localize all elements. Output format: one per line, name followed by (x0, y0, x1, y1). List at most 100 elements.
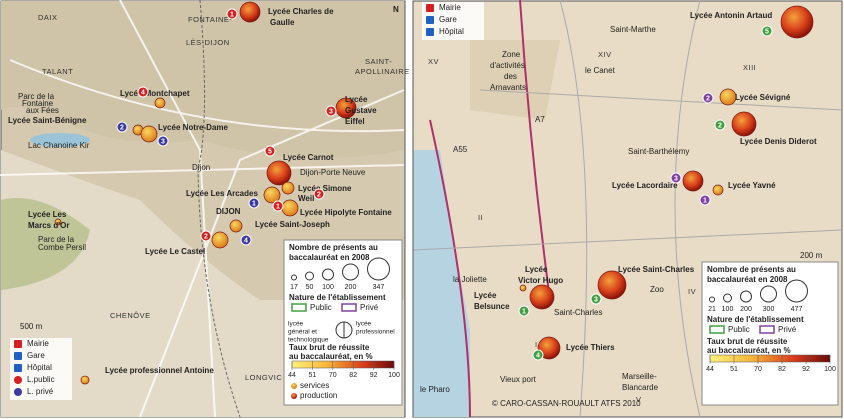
label: 50 (306, 284, 314, 291)
label: Fontaine (22, 99, 54, 108)
label: 2 (317, 191, 321, 198)
label: Lycée Charles de (268, 7, 334, 16)
label: baccalauréat en 2008 (707, 275, 788, 284)
symbol (14, 376, 22, 384)
motorway-a55 (429, 119, 471, 418)
label: APOLLINAIRE (355, 67, 410, 76)
label: © CARO-CASSAN-ROUAULT ATFS 2010 (492, 399, 641, 408)
lycee-symbol (140, 125, 158, 143)
label: Lycée Saint-Joseph (255, 220, 330, 229)
label: XIII (743, 63, 756, 72)
label: Lycée Antonin Artaud (690, 11, 772, 20)
label: Gare (27, 351, 45, 360)
lycee-symbol (263, 186, 281, 204)
label: 4 (536, 352, 540, 359)
label: Public (310, 303, 332, 312)
label: XIV (598, 50, 612, 59)
label: I (535, 340, 538, 349)
label: FONTAINE- (188, 15, 232, 24)
label: Parc de la (38, 235, 75, 244)
label: technologique (288, 337, 329, 344)
label: Zoo (650, 285, 664, 294)
label: Saint-Barthélemy (628, 147, 689, 156)
label: 1 (522, 308, 526, 315)
lycee-symbol (597, 270, 627, 300)
label: 82 (349, 372, 357, 379)
badge (264, 145, 276, 157)
label: 5 (765, 28, 769, 35)
label: IV (688, 287, 696, 296)
label: le Pharo (420, 385, 450, 394)
label: 21 (708, 306, 716, 313)
label: Lycée Yavné (728, 181, 776, 190)
label: lycée (288, 321, 304, 328)
label: services (300, 381, 329, 390)
label: Victor Hugo (518, 276, 563, 285)
label: Nature de l'établissement (707, 315, 804, 324)
label: DIJON (216, 207, 241, 216)
label: SAINT- (365, 57, 392, 66)
lycee-symbol (529, 284, 555, 310)
label: Lycée Saint-Charles (618, 265, 695, 274)
size-key (709, 296, 715, 303)
label: Nombre de présents au (289, 243, 378, 252)
badge (240, 234, 252, 246)
public-key (709, 325, 725, 334)
label: 2 (706, 95, 710, 102)
label: la Joliette (453, 275, 487, 284)
label: 5 (268, 148, 272, 155)
label: Taux brut de réussite (289, 343, 370, 352)
symbol (14, 352, 22, 360)
badge (532, 349, 544, 361)
label: L.public (27, 375, 55, 384)
label: 2 (718, 122, 722, 129)
label: 51 (730, 366, 738, 373)
label: Gare (439, 15, 457, 24)
label: Eiffel (345, 117, 365, 126)
badge (702, 92, 714, 104)
label: 1 (276, 203, 280, 210)
badge (699, 194, 711, 206)
label: 1 (703, 197, 707, 204)
label: TALANT (42, 67, 73, 76)
badge (226, 8, 238, 20)
size-key (785, 279, 808, 303)
label: Lycée Carnot (283, 153, 334, 162)
label: 51 (309, 372, 317, 379)
label: Nombre de présents au (707, 265, 796, 274)
label: 44 (706, 366, 714, 373)
rate-bar (709, 354, 831, 363)
label: 3 (674, 175, 678, 182)
label: Privé (360, 303, 379, 312)
badge (670, 172, 682, 184)
left-urban (1, 1, 404, 158)
badge (325, 105, 337, 117)
label: professionnel (356, 329, 395, 336)
label: 477 (791, 306, 803, 313)
label: 44 (288, 372, 296, 379)
label: L. privé (27, 387, 54, 396)
label: au baccalauréat, en % (289, 352, 373, 361)
symbol (14, 340, 22, 348)
label: V (636, 395, 642, 404)
right-roads (412, 0, 843, 418)
label: Vieux port (500, 375, 537, 384)
lycee-symbol (731, 111, 757, 137)
lycee-symbol (281, 199, 299, 217)
badge (518, 305, 530, 317)
label: 200 (740, 306, 752, 313)
label: 3 (329, 108, 333, 115)
label: aux Fées (26, 106, 59, 115)
label: 200 m (800, 251, 823, 260)
lycee-symbol (281, 181, 295, 195)
symbol (14, 388, 22, 396)
badge (157, 135, 169, 147)
label: au baccalauréat, en % (707, 346, 791, 355)
label: A7 (535, 115, 545, 124)
label: baccalauréat en 2008 (289, 253, 370, 262)
label: 3 (161, 138, 165, 145)
badge (248, 197, 260, 209)
labels-layer: Lycée Charles de Gaulle DAIX FONTAINE- LÈS-D… (8, 1, 839, 408)
label: Blancarde (622, 383, 659, 392)
